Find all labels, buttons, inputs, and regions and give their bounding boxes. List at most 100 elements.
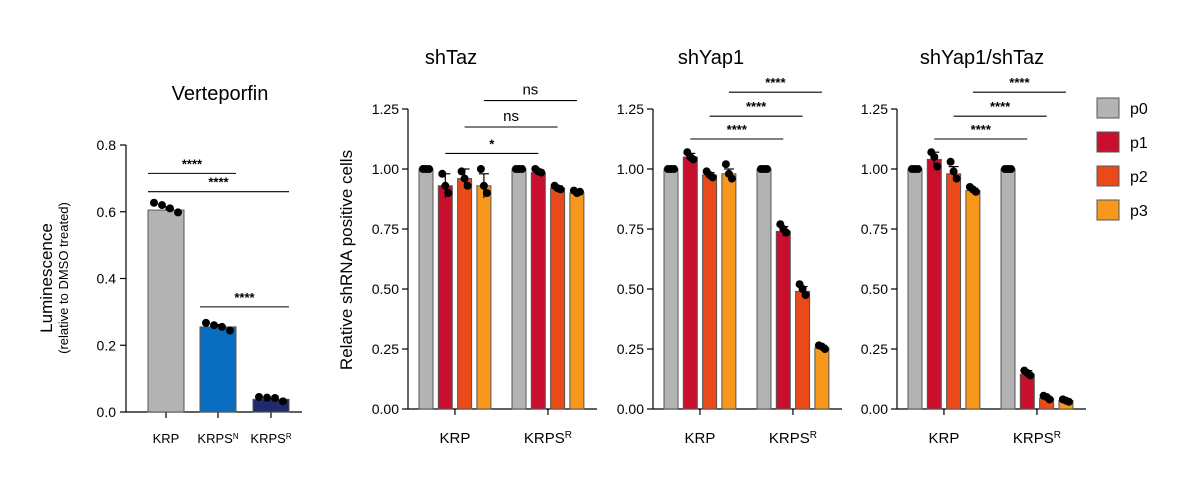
bar-p2 bbox=[457, 178, 473, 410]
group-label: KRP bbox=[929, 430, 960, 447]
y-axis-label-group: Luminescence (relative to DMSO treated) bbox=[37, 202, 71, 354]
y-tick-label: 0.25 bbox=[372, 341, 399, 357]
bar-p1 bbox=[682, 156, 698, 410]
data-point bbox=[946, 157, 955, 166]
data-point bbox=[949, 167, 958, 176]
chart-title: shYap1 bbox=[678, 47, 744, 69]
data-point bbox=[218, 322, 226, 331]
data-point bbox=[271, 393, 279, 402]
y-tick-label: 0.6 bbox=[97, 204, 117, 220]
y-axis-label-group: Relative shRNA positive cells bbox=[337, 150, 356, 370]
legend-swatch-p2 bbox=[1096, 165, 1120, 187]
y-axis-label: Relative shRNA positive cells bbox=[337, 150, 356, 370]
significance-label: **** bbox=[1009, 75, 1030, 90]
chart-title: shYap1/shTaz bbox=[920, 47, 1044, 69]
data-point bbox=[279, 397, 287, 406]
y-tick-label: 0.00 bbox=[617, 401, 644, 417]
data-point bbox=[174, 208, 182, 217]
y-tick-label: 0.00 bbox=[372, 401, 399, 417]
significance-label: **** bbox=[765, 75, 786, 90]
data-point bbox=[930, 153, 939, 161]
data-point bbox=[210, 321, 218, 330]
y-tick-label: 1.25 bbox=[861, 101, 888, 117]
y-tick-label: 0.25 bbox=[861, 341, 888, 357]
legend-swatch-p1 bbox=[1096, 131, 1120, 153]
data-point bbox=[1026, 371, 1035, 380]
data-point bbox=[263, 393, 271, 402]
data-point bbox=[463, 181, 472, 190]
group-label: KRPSR bbox=[524, 430, 572, 448]
bar-p1 bbox=[926, 158, 942, 410]
bar-p1 bbox=[530, 172, 546, 410]
y-tick-label: 1.00 bbox=[372, 161, 399, 177]
significance-label: **** bbox=[990, 99, 1011, 114]
y-tick-label: 0.8 bbox=[97, 137, 117, 153]
significance-label: ns bbox=[503, 108, 519, 125]
data-point bbox=[438, 169, 447, 178]
data-point bbox=[441, 181, 450, 190]
data-point bbox=[820, 345, 829, 353]
category-label: KRPSR bbox=[250, 431, 291, 446]
data-point bbox=[721, 160, 730, 169]
y-tick-label: 1.00 bbox=[617, 161, 644, 177]
y-axis-sublabel: (relative to DMSO treated) bbox=[56, 202, 71, 354]
data-point bbox=[460, 174, 469, 183]
group-label: KRPSR bbox=[1013, 430, 1061, 448]
chart-title: shTaz bbox=[425, 47, 477, 69]
panel-shyap1: shYap1 0.00 0.25 0.50 0.75 1.00 1.25 KRP KRPSR **… bbox=[617, 47, 842, 447]
legend-label-p1: p1 bbox=[1130, 135, 1148, 152]
data-point bbox=[952, 174, 961, 183]
legend-swatch-p0 bbox=[1096, 97, 1120, 119]
y-tick-label: 0.50 bbox=[861, 281, 888, 297]
legend-label-p0: p0 bbox=[1130, 101, 1148, 118]
y-tick-label: 1.25 bbox=[617, 101, 644, 117]
data-point bbox=[556, 185, 565, 194]
data-point bbox=[457, 167, 466, 176]
data-point bbox=[518, 165, 526, 173]
bar-p0 bbox=[907, 168, 923, 410]
bar-p2 bbox=[550, 187, 566, 410]
bar-p0 bbox=[511, 168, 527, 410]
data-point bbox=[202, 318, 210, 327]
data-point bbox=[914, 165, 922, 173]
panel-verteporfin: Verteporfin 0.0 0.2 0.4 0.6 0.8 Luminescence (r… bbox=[37, 83, 302, 446]
data-point bbox=[1064, 397, 1073, 406]
y-tick-label: 0.75 bbox=[861, 221, 888, 237]
data-point bbox=[763, 165, 771, 173]
data-point bbox=[482, 189, 491, 197]
data-point bbox=[444, 189, 453, 197]
panel-shtaz: shTaz 0.00 0.25 0.50 0.75 1.00 1.25 Relative sh… bbox=[337, 47, 597, 447]
bar-p3 bbox=[476, 185, 492, 410]
data-point bbox=[933, 162, 942, 171]
y-tick-label: 1.00 bbox=[861, 161, 888, 177]
bar-p3 bbox=[814, 347, 830, 410]
bar-p1 bbox=[775, 230, 791, 410]
data-point bbox=[971, 187, 980, 196]
legend-label-p2: p2 bbox=[1130, 169, 1148, 186]
significance-label: **** bbox=[727, 122, 748, 137]
data-point bbox=[1045, 395, 1054, 404]
bar-p2 bbox=[946, 173, 962, 410]
data-point bbox=[1007, 165, 1015, 173]
bar-p1 bbox=[437, 185, 453, 410]
y-tick-label: 1.25 bbox=[372, 101, 399, 117]
legend-label-p3: p3 bbox=[1130, 203, 1148, 220]
category-label: KRPSN bbox=[197, 431, 238, 446]
group-label: KRP bbox=[440, 430, 471, 447]
significance-label: * bbox=[489, 136, 495, 151]
y-tick-label: 0.75 bbox=[617, 221, 644, 237]
data-point bbox=[670, 165, 678, 173]
bar-p3 bbox=[569, 192, 585, 410]
significance-label: **** bbox=[208, 175, 229, 190]
bar-p0 bbox=[418, 168, 434, 410]
bar bbox=[147, 209, 185, 413]
significance-label: **** bbox=[182, 156, 203, 171]
data-point bbox=[801, 291, 810, 299]
significance-label: ns bbox=[522, 82, 538, 99]
y-tick-label: 0.0 bbox=[97, 404, 117, 420]
data-point bbox=[727, 174, 736, 183]
panel-shyap1-shtaz: shYap1/shTaz 0.00 0.25 0.50 0.75 1.00 1.25 KRP K… bbox=[861, 47, 1086, 447]
y-tick-label: 0.2 bbox=[97, 337, 117, 353]
data-point bbox=[479, 181, 488, 190]
data-point bbox=[150, 198, 158, 207]
